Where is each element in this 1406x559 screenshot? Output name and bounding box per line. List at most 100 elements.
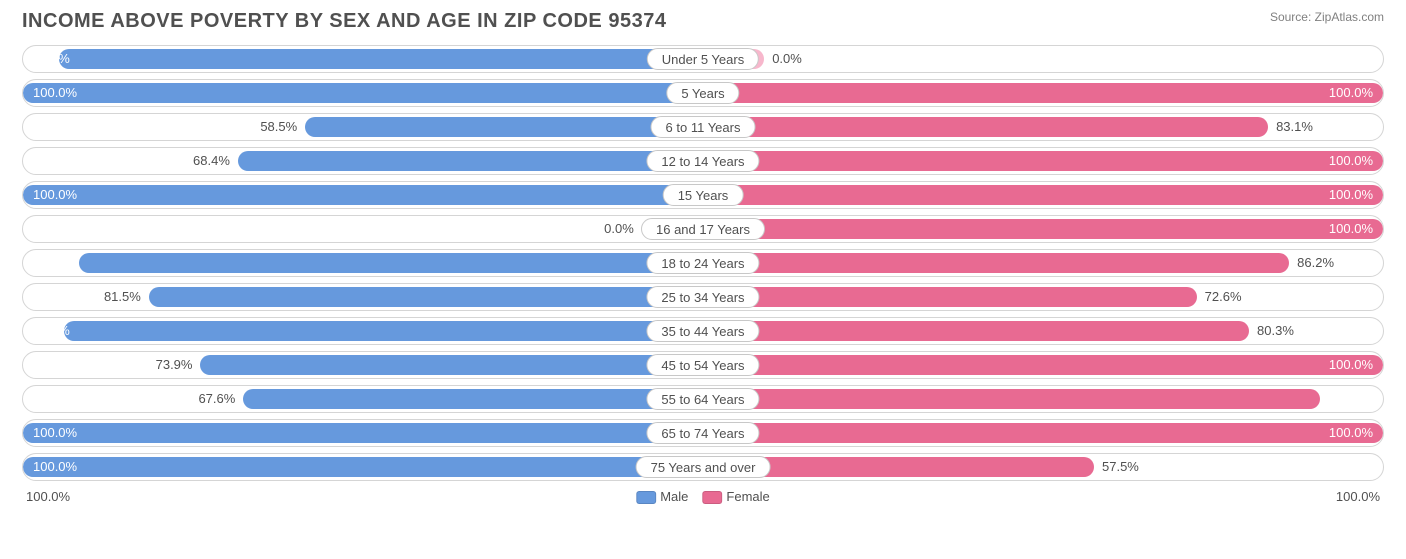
male-value: 73.9% — [156, 352, 193, 378]
chart-row: 91.7% 86.2% 18 to 24 Years — [22, 249, 1384, 277]
female-half: 100.0% — [703, 148, 1383, 174]
female-bar — [703, 287, 1197, 307]
female-half: 57.5% — [703, 454, 1383, 480]
header: INCOME ABOVE POVERTY BY SEX AND AGE IN Z… — [0, 0, 1406, 37]
female-bar — [703, 219, 1383, 239]
male-value: 91.7% — [33, 250, 70, 276]
male-bar — [149, 287, 703, 307]
chart-row: 68.4% 100.0% 12 to 14 Years — [22, 147, 1384, 175]
female-value: 100.0% — [1329, 352, 1373, 378]
chart-row: 81.5% 72.6%25 to 34 Years — [22, 283, 1384, 311]
male-bar — [59, 49, 703, 69]
female-bar — [703, 321, 1249, 341]
male-half: 100.0% — [23, 454, 703, 480]
legend-label: Male — [660, 489, 688, 504]
category-pill: 15 Years — [663, 184, 744, 206]
female-half: 100.0% — [703, 352, 1383, 378]
male-half: 0.0% — [23, 216, 703, 242]
chart-row: 100.0%57.5%75 Years and over — [22, 453, 1384, 481]
category-pill: 45 to 54 Years — [646, 354, 759, 376]
female-value: 100.0% — [1329, 148, 1373, 174]
female-half: 100.0% — [703, 216, 1383, 242]
chart-row: 67.6% 90.7% 55 to 64 Years — [22, 385, 1384, 413]
legend-swatch — [702, 491, 722, 504]
female-bar — [703, 423, 1383, 443]
male-value: 94.7% — [33, 46, 70, 72]
male-value: 100.0% — [33, 454, 77, 480]
female-value: 86.2% — [1297, 250, 1334, 276]
male-value: 67.6% — [198, 386, 235, 412]
male-value: 93.9% — [33, 318, 70, 344]
male-value: 81.5% — [104, 284, 141, 310]
category-pill: 55 to 64 Years — [646, 388, 759, 410]
female-value: 57.5% — [1102, 454, 1139, 480]
male-half: 67.6% — [23, 386, 703, 412]
male-bar — [23, 457, 703, 477]
chart-row: 94.7% 0.0% Under 5 Years — [22, 45, 1384, 73]
category-pill: 6 to 11 Years — [651, 116, 756, 138]
female-value: 100.0% — [1329, 420, 1373, 446]
male-half: 73.9% — [23, 352, 703, 378]
female-half: 80.3% — [703, 318, 1383, 344]
chart-row: 58.5% 83.1% 6 to 11 Years — [22, 113, 1384, 141]
chart-row: 100.0%100.0%5 Years — [22, 79, 1384, 107]
male-half: 100.0% — [23, 80, 703, 106]
male-half: 100.0% — [23, 182, 703, 208]
male-bar — [243, 389, 703, 409]
male-half: 81.5% — [23, 284, 703, 310]
female-half: 86.2% — [703, 250, 1383, 276]
category-pill: 5 Years — [666, 82, 739, 104]
female-bar — [703, 151, 1383, 171]
category-pill: 25 to 34 Years — [646, 286, 759, 308]
female-value: 100.0% — [1329, 182, 1373, 208]
female-half: 100.0% — [703, 182, 1383, 208]
male-half: 100.0% — [23, 420, 703, 446]
male-value: 0.0% — [604, 216, 634, 242]
legend-label: Female — [726, 489, 769, 504]
chart-title: INCOME ABOVE POVERTY BY SEX AND AGE IN Z… — [22, 10, 666, 33]
male-bar — [23, 83, 703, 103]
female-half: 83.1% — [703, 114, 1383, 140]
axis-left-label: 100.0% — [26, 489, 70, 504]
male-bar — [23, 423, 703, 443]
category-pill: Under 5 Years — [647, 48, 759, 70]
male-half: 58.5% — [23, 114, 703, 140]
male-half: 93.9% — [23, 318, 703, 344]
chart-area: 94.7%0.0%Under 5 Years100.0%100.0%5 Year… — [0, 37, 1406, 481]
male-bar — [23, 185, 703, 205]
male-value: 68.4% — [193, 148, 230, 174]
legend-item: Male — [636, 489, 688, 504]
male-half: 94.7% — [23, 46, 703, 72]
female-value: 100.0% — [1329, 80, 1373, 106]
male-bar — [305, 117, 703, 137]
category-pill: 12 to 14 Years — [646, 150, 759, 172]
legend-item: Female — [702, 489, 769, 504]
female-value: 90.7% — [1336, 386, 1373, 412]
legend: Male Female — [636, 489, 770, 504]
legend-swatch — [636, 491, 656, 504]
male-half: 68.4% — [23, 148, 703, 174]
male-bar — [64, 321, 703, 341]
axis-right-label: 100.0% — [1336, 489, 1380, 504]
female-bar — [703, 83, 1383, 103]
category-pill: 18 to 24 Years — [646, 252, 759, 274]
male-half: 91.7% — [23, 250, 703, 276]
category-pill: 35 to 44 Years — [646, 320, 759, 342]
male-bar — [79, 253, 703, 273]
female-half: 72.6% — [703, 284, 1383, 310]
source-label: Source: ZipAtlas.com — [1270, 10, 1384, 24]
female-half: 90.7% — [703, 386, 1383, 412]
chart-footer: 100.0% Male Female 100.0% — [0, 487, 1406, 519]
female-bar — [703, 253, 1289, 273]
male-bar — [238, 151, 703, 171]
female-half: 100.0% — [703, 80, 1383, 106]
female-bar — [703, 185, 1383, 205]
female-bar — [703, 389, 1320, 409]
chart-row: 93.9% 80.3%35 to 44 Years — [22, 317, 1384, 345]
chart-row: 73.9% 100.0% 45 to 54 Years — [22, 351, 1384, 379]
female-value: 83.1% — [1276, 114, 1313, 140]
female-bar — [703, 117, 1268, 137]
chart-row: 0.0%100.0%16 and 17 Years — [22, 215, 1384, 243]
category-pill: 65 to 74 Years — [646, 422, 759, 444]
female-value: 0.0% — [772, 46, 802, 72]
